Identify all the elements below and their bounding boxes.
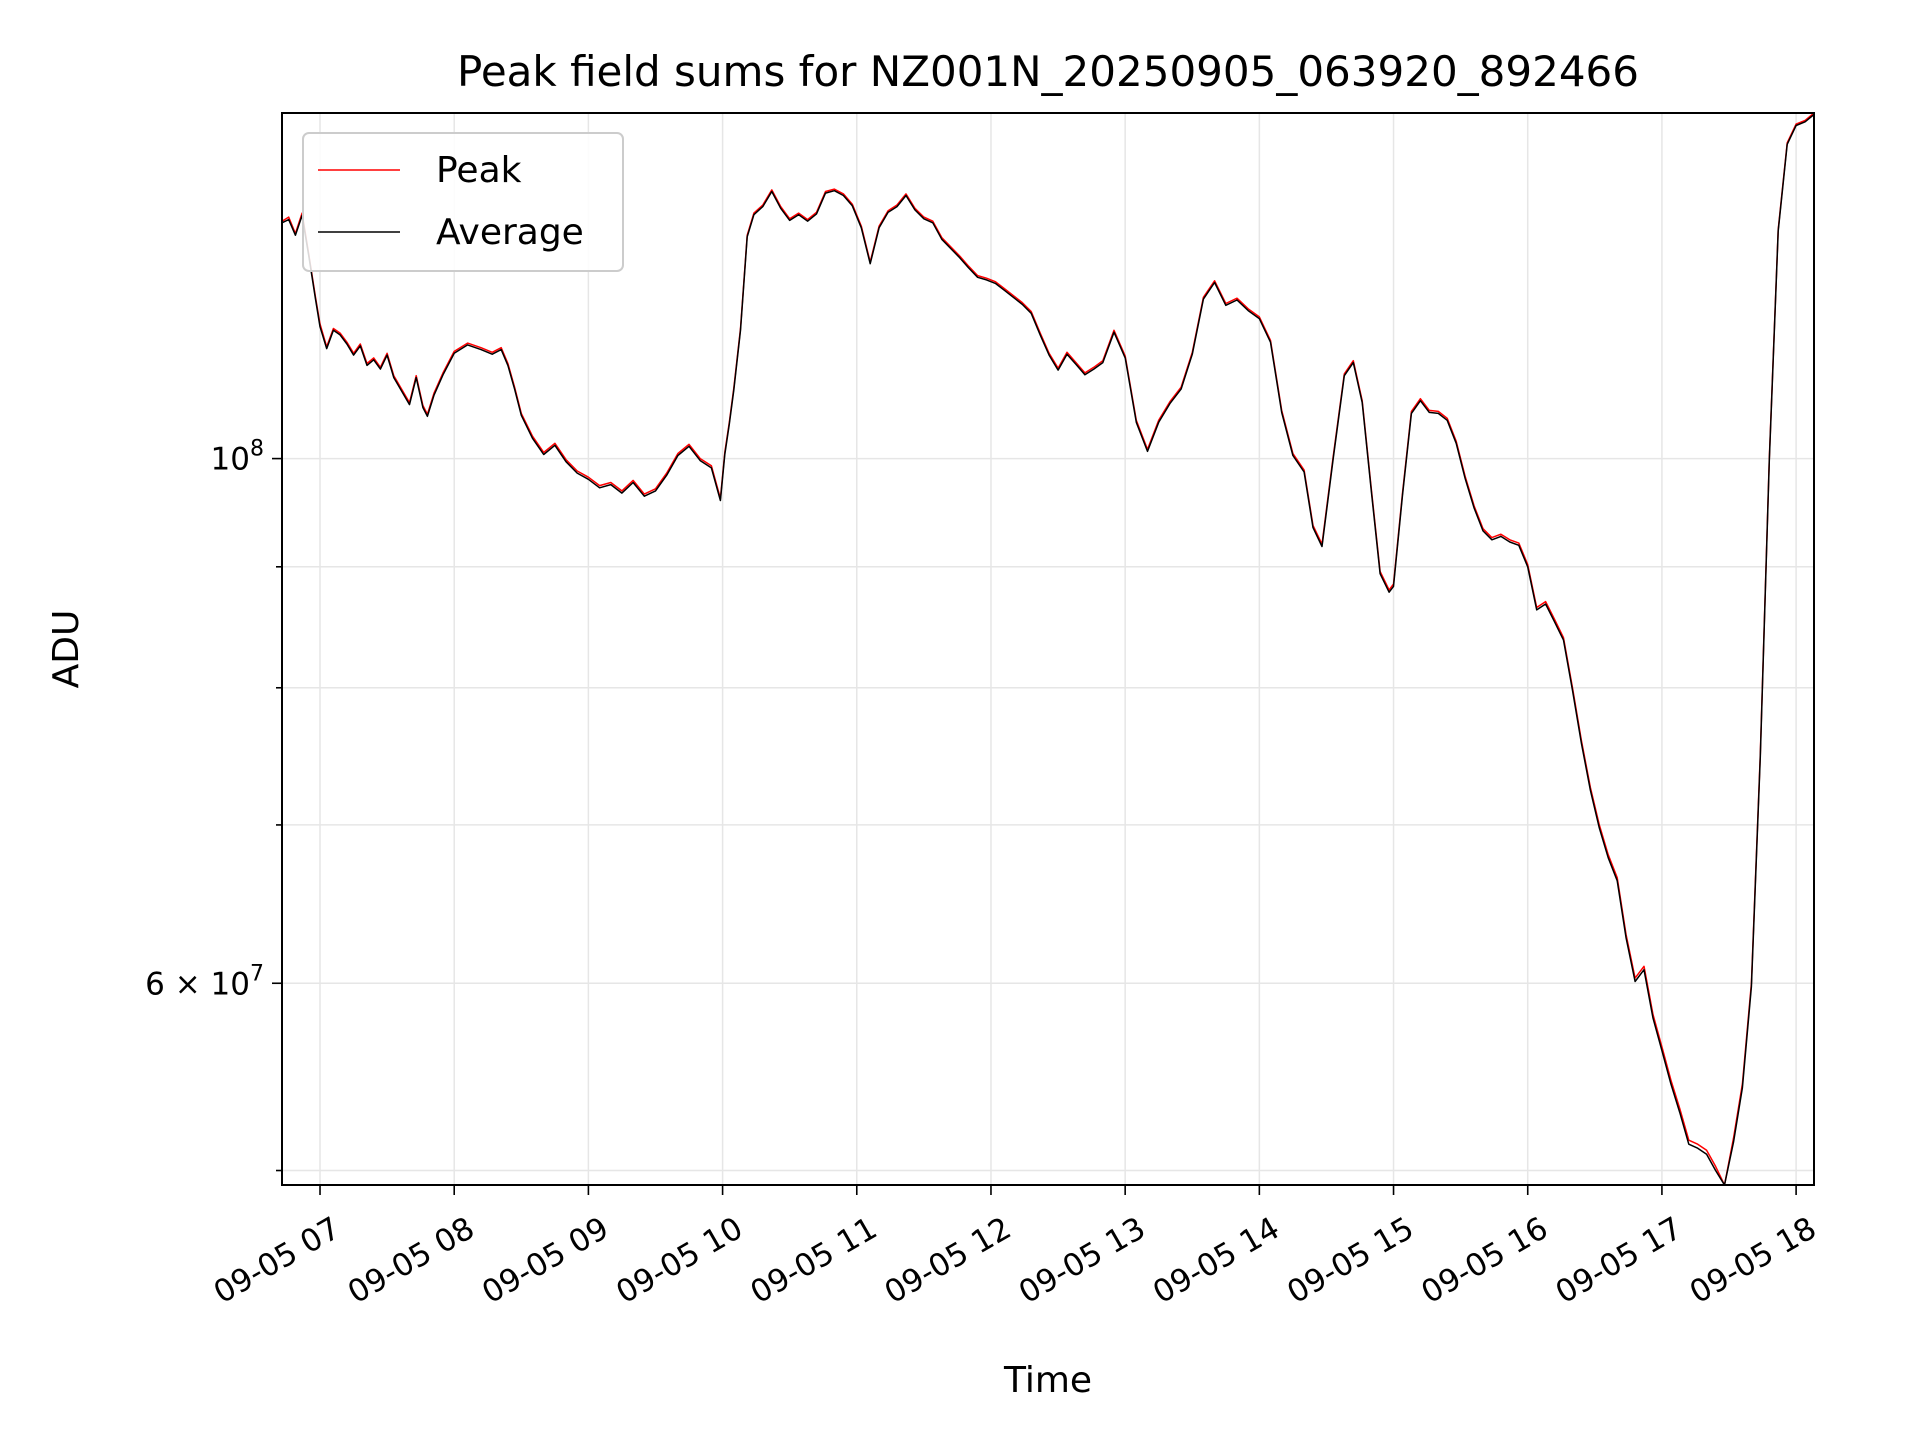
y-axis: 108 6 × 107 bbox=[145, 437, 282, 1172]
x-tick-label: 09-05 16 bbox=[1415, 1210, 1554, 1311]
series-layer bbox=[282, 113, 1814, 1185]
grid bbox=[282, 113, 1814, 1185]
legend: Peak Average bbox=[302, 132, 624, 272]
y-axis-label: ADU bbox=[46, 610, 87, 689]
legend-box bbox=[302, 132, 624, 272]
x-tick-label: 09-05 12 bbox=[879, 1210, 1018, 1311]
legend-label-peak: Peak bbox=[436, 150, 522, 191]
plot-frame bbox=[281, 112, 1815, 1186]
x-tick-label: 09-05 09 bbox=[476, 1210, 615, 1311]
legend-label-average: Average bbox=[436, 212, 584, 253]
series-line-peak bbox=[282, 113, 1814, 1185]
chart-title: Peak field sums for NZ001N_20250905_0639… bbox=[457, 47, 1639, 96]
y-tick-label: 6 × 107 bbox=[145, 961, 264, 1002]
x-tick-label: 09-05 13 bbox=[1013, 1210, 1152, 1311]
x-tick-label: 09-05 10 bbox=[610, 1210, 749, 1311]
x-tick-label: 09-05 15 bbox=[1281, 1210, 1420, 1311]
x-tick-label: 09-05 14 bbox=[1147, 1210, 1286, 1311]
x-tick-label: 09-05 11 bbox=[744, 1210, 883, 1311]
x-axis-label: Time bbox=[1003, 1360, 1092, 1401]
y-tick-label: 108 bbox=[211, 437, 264, 478]
x-tick-label: 09-05 08 bbox=[342, 1210, 481, 1311]
x-tick-label: 09-05 17 bbox=[1550, 1210, 1689, 1311]
series-line-average bbox=[282, 113, 1814, 1185]
x-tick-label: 09-05 18 bbox=[1684, 1210, 1823, 1311]
x-tick-label: 09-05 07 bbox=[208, 1210, 347, 1311]
